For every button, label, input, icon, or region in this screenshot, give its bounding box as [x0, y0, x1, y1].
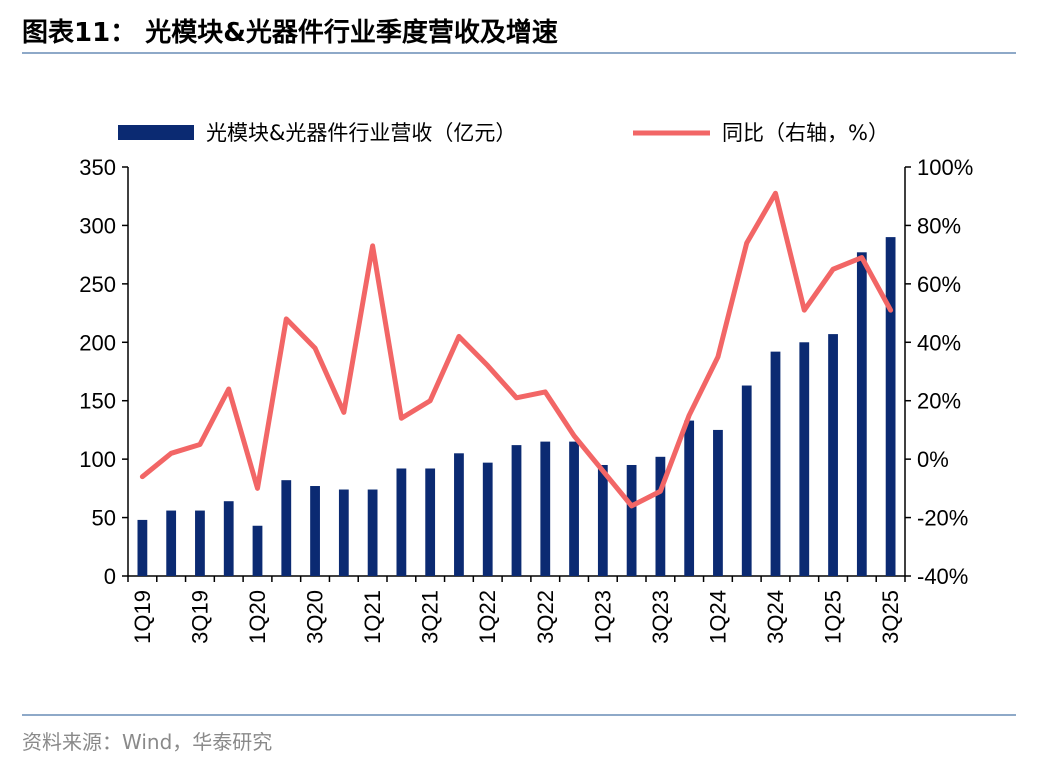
left-tick-label: 300 [79, 213, 116, 238]
bar [511, 445, 522, 576]
bar [310, 486, 320, 576]
bar [482, 462, 493, 576]
left-tick-label: 200 [79, 330, 116, 355]
left-tick-label: 0 [104, 564, 116, 589]
yoy-point [141, 476, 143, 478]
bar [540, 441, 551, 576]
bar [597, 464, 608, 576]
yoy-point [544, 391, 546, 393]
bar [885, 237, 896, 576]
legend: 光模块&光器件行业营收（亿元） 同比（右轴，%） [118, 121, 889, 145]
x-tick-label: 3Q23 [648, 590, 673, 644]
right-tick-label: 40% [917, 330, 961, 355]
bar [713, 429, 723, 576]
bar [252, 525, 263, 576]
x-tick-label: 1Q22 [475, 590, 500, 644]
yoy-point [429, 400, 431, 402]
x-tick-label: 3Q24 [763, 590, 788, 644]
yoy-point [516, 397, 517, 399]
bar [828, 334, 838, 576]
x-tick-label: 1Q25 [821, 590, 846, 644]
left-tick-label: 250 [79, 272, 116, 297]
yoy-point [832, 268, 834, 270]
bar [626, 464, 637, 576]
x-tick-label: 3Q25 [878, 590, 903, 644]
chart-title: 图表11： 光模块&光器件行业季度营收及增速 [22, 18, 558, 48]
bar [454, 453, 464, 576]
footer-divider [22, 714, 1016, 716]
bar [338, 489, 349, 576]
bar [223, 501, 234, 576]
left-tick-label: 150 [79, 389, 116, 414]
bar [281, 480, 292, 576]
yoy-point [314, 347, 316, 349]
bar-series [137, 237, 896, 576]
right-tick-label: 0% [917, 447, 949, 472]
right-tick-label: 20% [917, 389, 961, 414]
bar [569, 441, 579, 576]
yoy-point [285, 318, 287, 320]
yoy-point [803, 309, 805, 311]
bar [137, 519, 148, 576]
yoy-point [659, 490, 661, 492]
x-tick-label: 1Q20 [245, 590, 270, 644]
x-tick-label: 1Q19 [130, 590, 155, 644]
yoy-point [746, 242, 748, 244]
x-tick-label: 3Q22 [533, 590, 558, 644]
yoy-point [257, 487, 258, 489]
x-tick-label: 3Q21 [418, 590, 443, 644]
bar [655, 456, 666, 576]
x-tick-label: 1Q24 [705, 590, 730, 644]
yoy-point [602, 470, 604, 472]
yoy-point [372, 245, 374, 247]
right-tick-label: -20% [917, 506, 968, 531]
left-tick-label: 350 [79, 155, 116, 180]
yoy-point [688, 414, 690, 416]
right-tick-label: 100% [917, 155, 973, 180]
bar [741, 385, 752, 576]
bar [799, 342, 810, 576]
yoy-point [861, 257, 863, 259]
yoy-point [890, 309, 892, 311]
bar [166, 510, 177, 576]
bar [770, 351, 781, 576]
left-tick-label: 50 [92, 506, 116, 531]
legend-label-line: 同比（右轴，%） [722, 121, 889, 145]
bar [684, 420, 695, 576]
yoy-point [458, 335, 460, 337]
title-divider [22, 52, 1016, 54]
yoy-point [343, 411, 345, 413]
line-series [139, 190, 894, 509]
legend-swatch-bar [118, 125, 194, 140]
yoy-point [170, 452, 172, 454]
source-note: 资料来源：Wind，华泰研究 [22, 730, 273, 754]
yoy-point [717, 356, 719, 358]
x-tick-label: 1Q23 [590, 590, 615, 644]
right-tick-label: 60% [917, 272, 961, 297]
tick-labels: 0 50 100 150 200 250 300 350 -40% -20% 0% 20% 40% 60%… [79, 155, 973, 644]
yoy-point [487, 365, 489, 367]
yoy-point [400, 417, 402, 419]
x-tick-label: 3Q20 [303, 590, 328, 644]
bar [856, 252, 867, 576]
yoy-point [631, 505, 633, 507]
right-tick-label: 80% [917, 213, 961, 238]
yoy-point [573, 435, 575, 437]
yoy-point [775, 192, 776, 194]
bar [195, 510, 205, 576]
bar [367, 489, 378, 576]
yoy-point [228, 388, 230, 390]
x-tick-label: 1Q21 [360, 590, 385, 644]
bar [396, 468, 407, 576]
bar [425, 468, 436, 576]
legend-label-bar: 光模块&光器件行业营收（亿元） [206, 121, 516, 145]
right-tick-label: -40% [917, 564, 968, 589]
yoy-point [199, 444, 201, 446]
left-tick-label: 100 [79, 447, 116, 472]
x-tick-label: 3Q19 [187, 590, 212, 644]
